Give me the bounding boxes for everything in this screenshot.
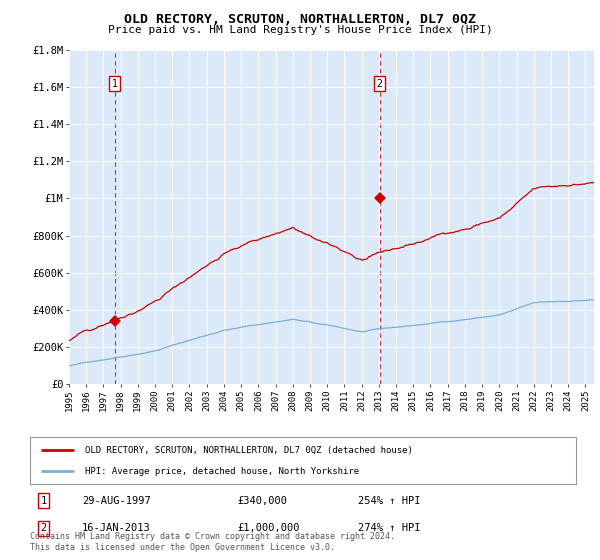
- Text: OLD RECTORY, SCRUTON, NORTHALLERTON, DL7 0QZ: OLD RECTORY, SCRUTON, NORTHALLERTON, DL7…: [124, 13, 476, 26]
- Text: £1,000,000: £1,000,000: [238, 524, 300, 533]
- Text: 1: 1: [112, 79, 118, 88]
- Text: 16-JAN-2013: 16-JAN-2013: [82, 524, 151, 533]
- Text: 2: 2: [41, 524, 47, 533]
- Text: 274% ↑ HPI: 274% ↑ HPI: [358, 524, 420, 533]
- Text: Price paid vs. HM Land Registry's House Price Index (HPI): Price paid vs. HM Land Registry's House …: [107, 25, 493, 35]
- Text: HPI: Average price, detached house, North Yorkshire: HPI: Average price, detached house, Nort…: [85, 466, 359, 475]
- Text: 29-AUG-1997: 29-AUG-1997: [82, 496, 151, 506]
- Text: 2: 2: [377, 79, 382, 88]
- Text: Contains HM Land Registry data © Crown copyright and database right 2024.
This d: Contains HM Land Registry data © Crown c…: [30, 532, 395, 552]
- Text: 1: 1: [41, 496, 47, 506]
- Text: 254% ↑ HPI: 254% ↑ HPI: [358, 496, 420, 506]
- Text: £340,000: £340,000: [238, 496, 287, 506]
- Text: OLD RECTORY, SCRUTON, NORTHALLERTON, DL7 0QZ (detached house): OLD RECTORY, SCRUTON, NORTHALLERTON, DL7…: [85, 446, 412, 455]
